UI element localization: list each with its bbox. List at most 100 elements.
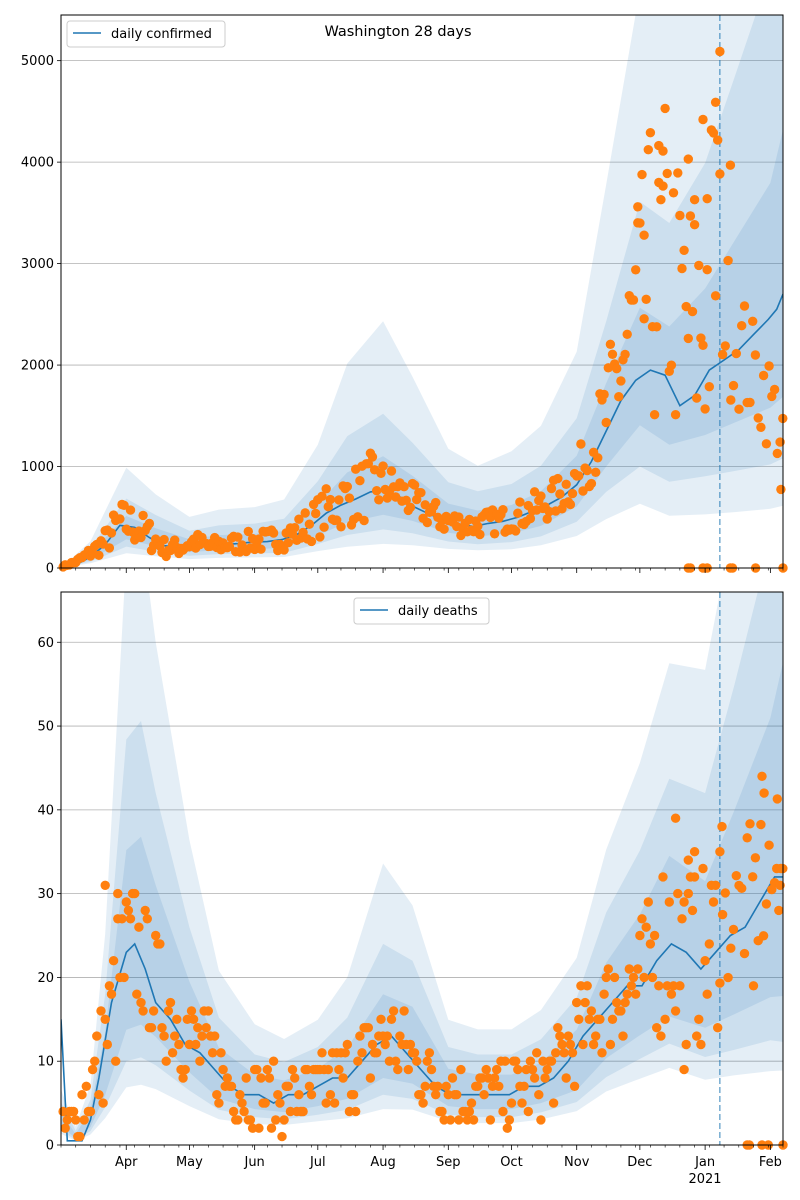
confirmed-gridlines <box>61 60 783 467</box>
confirmed-data-point <box>670 410 681 420</box>
deaths-data-point <box>513 1064 523 1075</box>
deaths-data-point <box>574 1014 584 1024</box>
deaths-data-point <box>283 1081 293 1092</box>
deaths-axes-frame <box>60 591 784 1146</box>
confirmed-data-point <box>677 263 687 274</box>
deaths-y-tick-label: 40 <box>37 803 54 818</box>
confirmed-data-point <box>681 301 691 312</box>
confirmed-data-point <box>115 514 125 524</box>
deaths-data-point <box>123 905 134 916</box>
confirmed-data-point <box>431 497 441 508</box>
deaths-data-point <box>180 1064 190 1075</box>
deaths-data-point <box>559 1048 569 1058</box>
deaths-data-point <box>256 1073 266 1083</box>
deaths-data-point <box>739 948 750 959</box>
deaths-data-point <box>233 1115 243 1125</box>
confirmed-data-point <box>654 177 664 188</box>
confirmed-data-point <box>748 316 758 326</box>
deaths-data-point <box>399 1006 409 1016</box>
confirmed-band-middle <box>61 15 783 568</box>
deaths-data-point <box>710 880 721 890</box>
confirmed-data-point <box>700 404 710 414</box>
deaths-data-point <box>111 1056 121 1066</box>
deaths-data-point <box>776 863 786 874</box>
deaths-data-point <box>652 1022 662 1033</box>
deaths-data-point <box>447 1073 458 1083</box>
confirmed-data-point <box>720 341 730 351</box>
confirmed-data-point <box>702 265 712 275</box>
deaths-data-point <box>420 1081 430 1092</box>
deaths-data-point <box>92 1031 102 1041</box>
deaths-data-point <box>775 880 785 890</box>
confirmed-y-tick-label: 1000 <box>21 460 54 475</box>
deaths-data-point <box>492 1064 502 1075</box>
confirmed-data-point <box>454 512 464 522</box>
deaths-data-point <box>645 939 656 949</box>
confirmed-data-point <box>772 448 782 459</box>
deaths-data-point <box>338 1073 348 1083</box>
deaths-data-point <box>704 939 714 949</box>
deaths-data-point <box>178 1073 188 1083</box>
deaths-x-tick-label: Nov <box>564 1155 590 1170</box>
deaths-data-point <box>214 1098 224 1108</box>
confirmed-data-point <box>355 476 365 486</box>
deaths-y-tick-label: 50 <box>37 720 54 735</box>
deaths-data-point <box>525 1056 536 1066</box>
confirmed-panel: 0 1000 2000 3000 4000 5000 Washington 28 days… <box>21 14 788 577</box>
deaths-data-point <box>412 1056 422 1066</box>
deaths-data-point <box>498 1106 508 1117</box>
deaths-data-point <box>94 1090 104 1100</box>
deaths-data-point <box>212 1090 222 1100</box>
deaths-data-point <box>239 1106 249 1117</box>
confirmed-data-point <box>668 188 679 198</box>
confirmed-data-point <box>683 333 693 344</box>
deaths-data-point <box>677 914 687 924</box>
deaths-data-point <box>759 788 769 798</box>
confirmed-y-axis: 0 1000 2000 3000 4000 5000 <box>21 54 61 577</box>
deaths-data-point <box>195 1056 205 1066</box>
deaths-data-point <box>138 1006 148 1016</box>
deaths-data-point <box>506 1098 517 1108</box>
confirmed-data-point <box>378 461 388 471</box>
deaths-data-point <box>511 1056 521 1066</box>
deaths-data-point <box>631 989 641 999</box>
deaths-data-point <box>717 821 727 832</box>
deaths-data-point <box>334 1064 344 1075</box>
deaths-data-point <box>351 1106 361 1117</box>
deaths-x-axis: Apr May Jun Jul Aug Sep Oct Nov Dec Jan Feb <box>60 1145 784 1170</box>
deaths-data-point <box>125 914 136 924</box>
deaths-data-point <box>536 1115 546 1125</box>
deaths-data-point <box>595 1014 605 1024</box>
deaths-data-point <box>546 1056 557 1066</box>
deaths-data-point <box>121 897 131 907</box>
deaths-x-tick-label: Apr <box>115 1155 138 1170</box>
confirmed-data-point <box>586 478 597 489</box>
deaths-data-point <box>188 1014 199 1024</box>
deaths-data-point <box>155 939 165 949</box>
confirmed-data-point <box>268 528 279 538</box>
confirmed-data-point <box>170 535 180 545</box>
deaths-x-tick-label: Feb <box>759 1155 782 1170</box>
deaths-data-point <box>756 819 766 830</box>
deaths-data-point <box>329 1098 340 1108</box>
deaths-data-point <box>748 981 759 991</box>
deaths-data-point <box>273 1090 283 1100</box>
confirmed-data-point <box>633 202 643 212</box>
deaths-data-point <box>81 1081 92 1092</box>
confirmed-data-point <box>138 510 148 521</box>
confirmed-data-point <box>723 255 733 266</box>
confirmed-data-point <box>704 382 714 392</box>
confirmed-data-point <box>769 384 780 395</box>
confirmed-data-point <box>546 483 557 494</box>
deaths-data-point <box>687 905 698 916</box>
deaths-observations <box>58 771 788 1150</box>
deaths-data-point <box>750 853 761 863</box>
confirmed-data-point <box>136 532 146 543</box>
confirmed-data-point <box>565 499 576 510</box>
deaths-data-point <box>271 1115 281 1125</box>
confirmed-data-point <box>555 489 565 499</box>
deaths-data-point <box>348 1090 359 1100</box>
deaths-data-point <box>193 1022 203 1033</box>
confirmed-data-point <box>673 168 683 178</box>
